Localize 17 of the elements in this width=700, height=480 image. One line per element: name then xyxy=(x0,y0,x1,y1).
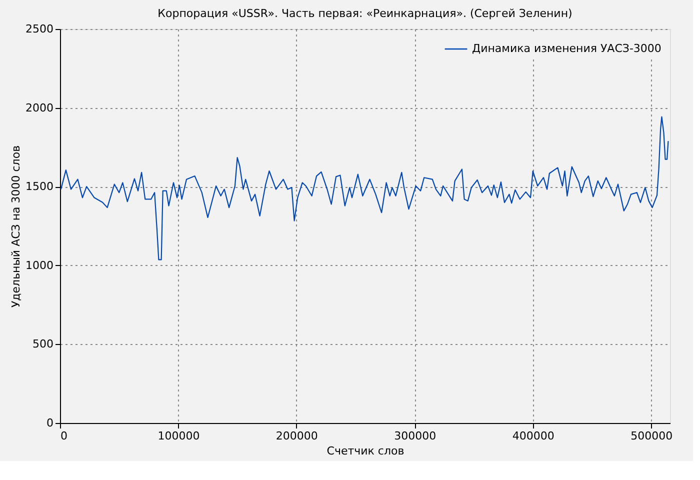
x-tick-label: 500000 xyxy=(630,430,673,442)
line-series xyxy=(60,116,669,260)
x-tick-label: 400000 xyxy=(512,430,554,442)
y-tick-label: 0 xyxy=(46,416,54,430)
x-tick-label: 300000 xyxy=(394,430,436,442)
x-tick-label: 100000 xyxy=(158,430,200,442)
y-tick-label: 1500 xyxy=(26,180,54,194)
y-tick-label: 1000 xyxy=(26,258,54,272)
y-tick-label: 2000 xyxy=(26,101,54,114)
y-tick-label: 500 xyxy=(32,338,54,351)
y-tick-label: 2500 xyxy=(26,22,54,36)
y-axis-title: Удельный АСЗ на 3000 слов xyxy=(10,145,23,308)
x-axis-title: Счетчик слов xyxy=(326,444,404,458)
x-tick-label: 0 xyxy=(60,430,68,442)
chart-title: Корпорация «USSR». Часть первая: «Реинкарнация». (Сергей Зеленин) xyxy=(158,7,572,20)
legend-label: Динамика изменения УАСЗ-3000 xyxy=(472,42,662,55)
x-tick-label: 200000 xyxy=(276,430,318,442)
